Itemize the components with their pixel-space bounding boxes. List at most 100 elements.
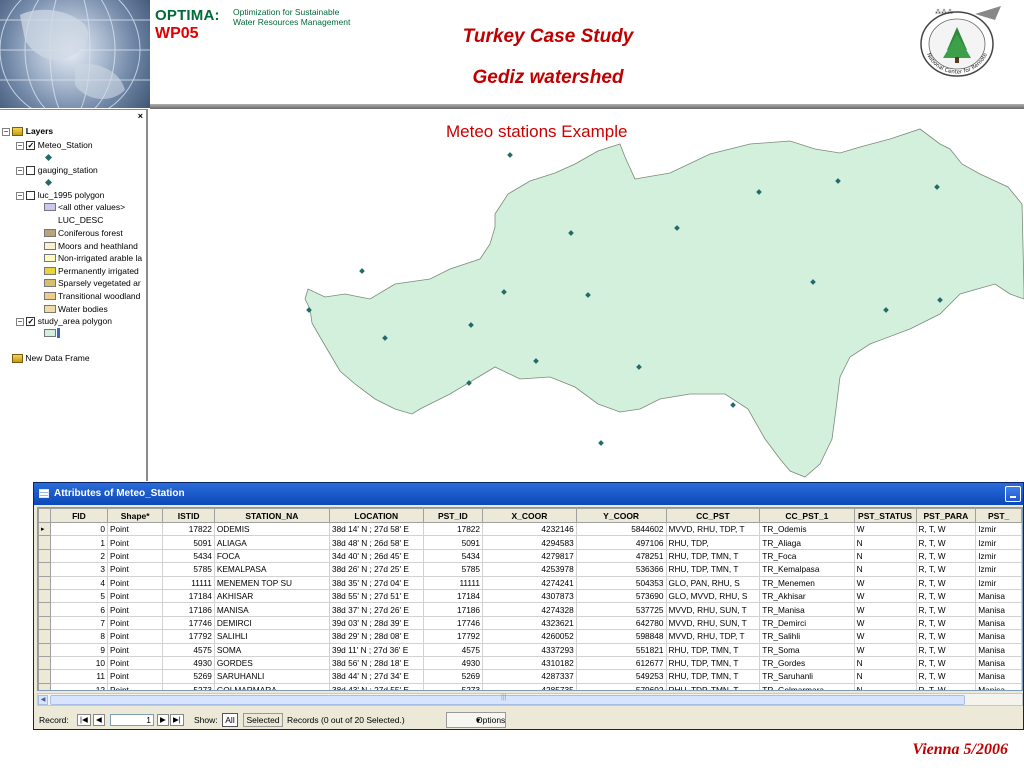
table-row[interactable]: 4 Point 11111 MENEMEN TOP SU 38d 35' N ; 27d… xyxy=(38,575,1022,590)
toc-layer-study-area[interactable]: − ✓ study_area polygon xyxy=(16,315,112,327)
column-header[interactable]: FID xyxy=(49,508,108,523)
table-cell: TR_Foca xyxy=(759,548,855,564)
window-title: Attributes of Meteo_Station xyxy=(54,488,185,499)
layer-visibility-checkbox[interactable]: ✓ xyxy=(26,317,36,327)
window-titlebar[interactable]: Attributes of Meteo_Station xyxy=(34,483,1023,505)
toc-new-data-frame[interactable]: New Data Frame xyxy=(12,352,90,364)
meteo-station-point[interactable] xyxy=(359,268,365,274)
column-header[interactable]: STATION_NA xyxy=(213,508,330,523)
table-cell: Point xyxy=(106,615,164,631)
minimize-button[interactable] xyxy=(1005,486,1021,502)
column-header[interactable]: PST_ xyxy=(975,508,1022,523)
show-selected-button[interactable]: Selected xyxy=(243,713,283,727)
legend-swatch xyxy=(44,329,56,337)
table-row[interactable]: 3 Point 5785 KEMALPASA 38d 26' N ; 27d 25' E… xyxy=(38,562,1022,577)
meteo-station-point[interactable] xyxy=(835,178,841,184)
table-cell: R, T, W xyxy=(915,562,977,577)
options-button[interactable]: Options ▾ xyxy=(446,712,506,728)
layer-visibility-checkbox[interactable] xyxy=(26,191,36,201)
row-selector[interactable] xyxy=(38,655,51,671)
meteo-station-point[interactable] xyxy=(730,402,736,408)
row-selector[interactable] xyxy=(38,682,51,690)
table-row[interactable]: 10 Point 4930 GORDES 38d 56' N ; 28d 18' E 49… xyxy=(38,655,1022,671)
meteo-station-point[interactable] xyxy=(533,358,539,364)
meteo-station-point[interactable] xyxy=(466,380,472,386)
layer-visibility-checkbox[interactable]: ✓ xyxy=(26,141,36,151)
row-selector[interactable] xyxy=(38,669,51,684)
show-all-button[interactable]: All xyxy=(222,713,238,727)
meteo-station-point[interactable] xyxy=(468,322,474,328)
meteo-station-point[interactable] xyxy=(598,440,604,446)
record-number-input[interactable]: 1 xyxy=(110,714,154,726)
row-selector[interactable] xyxy=(38,602,51,617)
toc-root-row[interactable]: − Layers xyxy=(2,125,53,137)
table-row[interactable]: 1 Point 5091 ALIAGA 38d 48' N ; 26d 58' E 509… xyxy=(38,535,1022,550)
layer-visibility-checkbox[interactable] xyxy=(26,166,36,176)
meteo-station-point[interactable] xyxy=(674,225,680,231)
horizontal-scrollbar[interactable]: ◀ xyxy=(37,693,1023,706)
table-cell: Point xyxy=(106,655,164,671)
meteo-station-point[interactable] xyxy=(507,152,513,158)
collapse-icon[interactable]: − xyxy=(16,140,24,150)
column-header[interactable]: Y_COOR xyxy=(575,508,667,523)
row-selector[interactable] xyxy=(38,629,51,644)
column-header[interactable]: CC_PST_1 xyxy=(759,508,855,523)
table-row[interactable]: 6 Point 17186 MANISA 38d 37' N ; 27d 26' E 17… xyxy=(38,602,1022,617)
column-header[interactable]: PST_STATUS xyxy=(853,508,917,523)
first-record-button[interactable]: |◀ xyxy=(77,714,91,726)
last-record-button[interactable]: ▶| xyxy=(170,714,184,726)
previous-record-button[interactable]: ◀ xyxy=(93,714,105,726)
meteo-station-point[interactable] xyxy=(306,307,312,313)
toc-layer-gauging-station[interactable]: − gauging_station xyxy=(16,164,98,176)
column-header[interactable]: PST_ID xyxy=(422,508,484,523)
meteo-station-point[interactable] xyxy=(501,289,507,295)
meteo-station-point[interactable] xyxy=(568,230,574,236)
toc-layer-meteo-station[interactable]: − ✓ Meteo_Station xyxy=(16,139,93,151)
meteo-station-point[interactable] xyxy=(934,184,940,190)
collapse-icon[interactable]: − xyxy=(16,316,24,326)
column-header[interactable]: PST_PARA xyxy=(915,508,977,523)
meteo-station-point[interactable] xyxy=(585,292,591,298)
meteo-station-point[interactable] xyxy=(756,189,762,195)
next-record-button[interactable]: ▶ xyxy=(157,714,169,726)
table-row[interactable]: 12 Point 5273 GOLMARMARA 38d 43' N ; 27d 55'… xyxy=(38,682,1022,690)
scroll-left-icon[interactable]: ◀ xyxy=(38,695,48,705)
map-view[interactable]: Meteo stations Example xyxy=(150,109,1024,481)
column-header[interactable]: Shape* xyxy=(106,508,164,523)
table-cell: 4274328 xyxy=(482,602,577,617)
row-selector[interactable] xyxy=(38,548,51,564)
table-cell: Manisa xyxy=(975,642,1022,657)
table-row[interactable]: 2 Point 5434 FOCA 34d 40' N ; 26d 45' E 5434 4… xyxy=(38,548,1022,564)
row-selector[interactable] xyxy=(38,615,51,631)
meteo-station-point[interactable] xyxy=(810,279,816,285)
meteo-station-point[interactable] xyxy=(382,335,388,341)
meteo-station-point[interactable] xyxy=(883,307,889,313)
table-row[interactable]: 9 Point 4575 SOMA 39d 11' N ; 27d 36' E 4575 4… xyxy=(38,642,1022,657)
table-cell: W xyxy=(853,588,917,604)
close-icon[interactable]: × xyxy=(137,111,143,121)
column-header[interactable]: CC_PST xyxy=(665,508,761,523)
collapse-icon[interactable]: − xyxy=(2,126,10,136)
collapse-icon[interactable]: − xyxy=(16,165,24,175)
row-selector[interactable] xyxy=(38,642,51,657)
table-cell: 5273 xyxy=(162,682,215,690)
meteo-station-point[interactable] xyxy=(937,297,943,303)
row-selector[interactable] xyxy=(38,575,51,590)
toc-layer-luc-1995[interactable]: − luc_1995 polygon xyxy=(16,189,104,201)
row-selector[interactable]: ▸ xyxy=(38,521,51,537)
row-selector[interactable] xyxy=(38,535,51,550)
column-header[interactable]: X_COOR xyxy=(482,508,577,523)
table-row[interactable]: 11 Point 5269 SARUHANLI 38d 44' N ; 27d 34' … xyxy=(38,669,1022,684)
study-area-polygon[interactable] xyxy=(304,128,1024,478)
collapse-icon[interactable]: − xyxy=(16,190,24,200)
scrollbar-thumb[interactable] xyxy=(50,694,965,705)
row-selector[interactable] xyxy=(38,562,51,577)
meteo-station-point[interactable] xyxy=(636,364,642,370)
column-header[interactable]: ISTID xyxy=(162,508,215,523)
column-header[interactable]: LOCATION xyxy=(328,508,424,523)
row-selector[interactable] xyxy=(38,588,51,604)
